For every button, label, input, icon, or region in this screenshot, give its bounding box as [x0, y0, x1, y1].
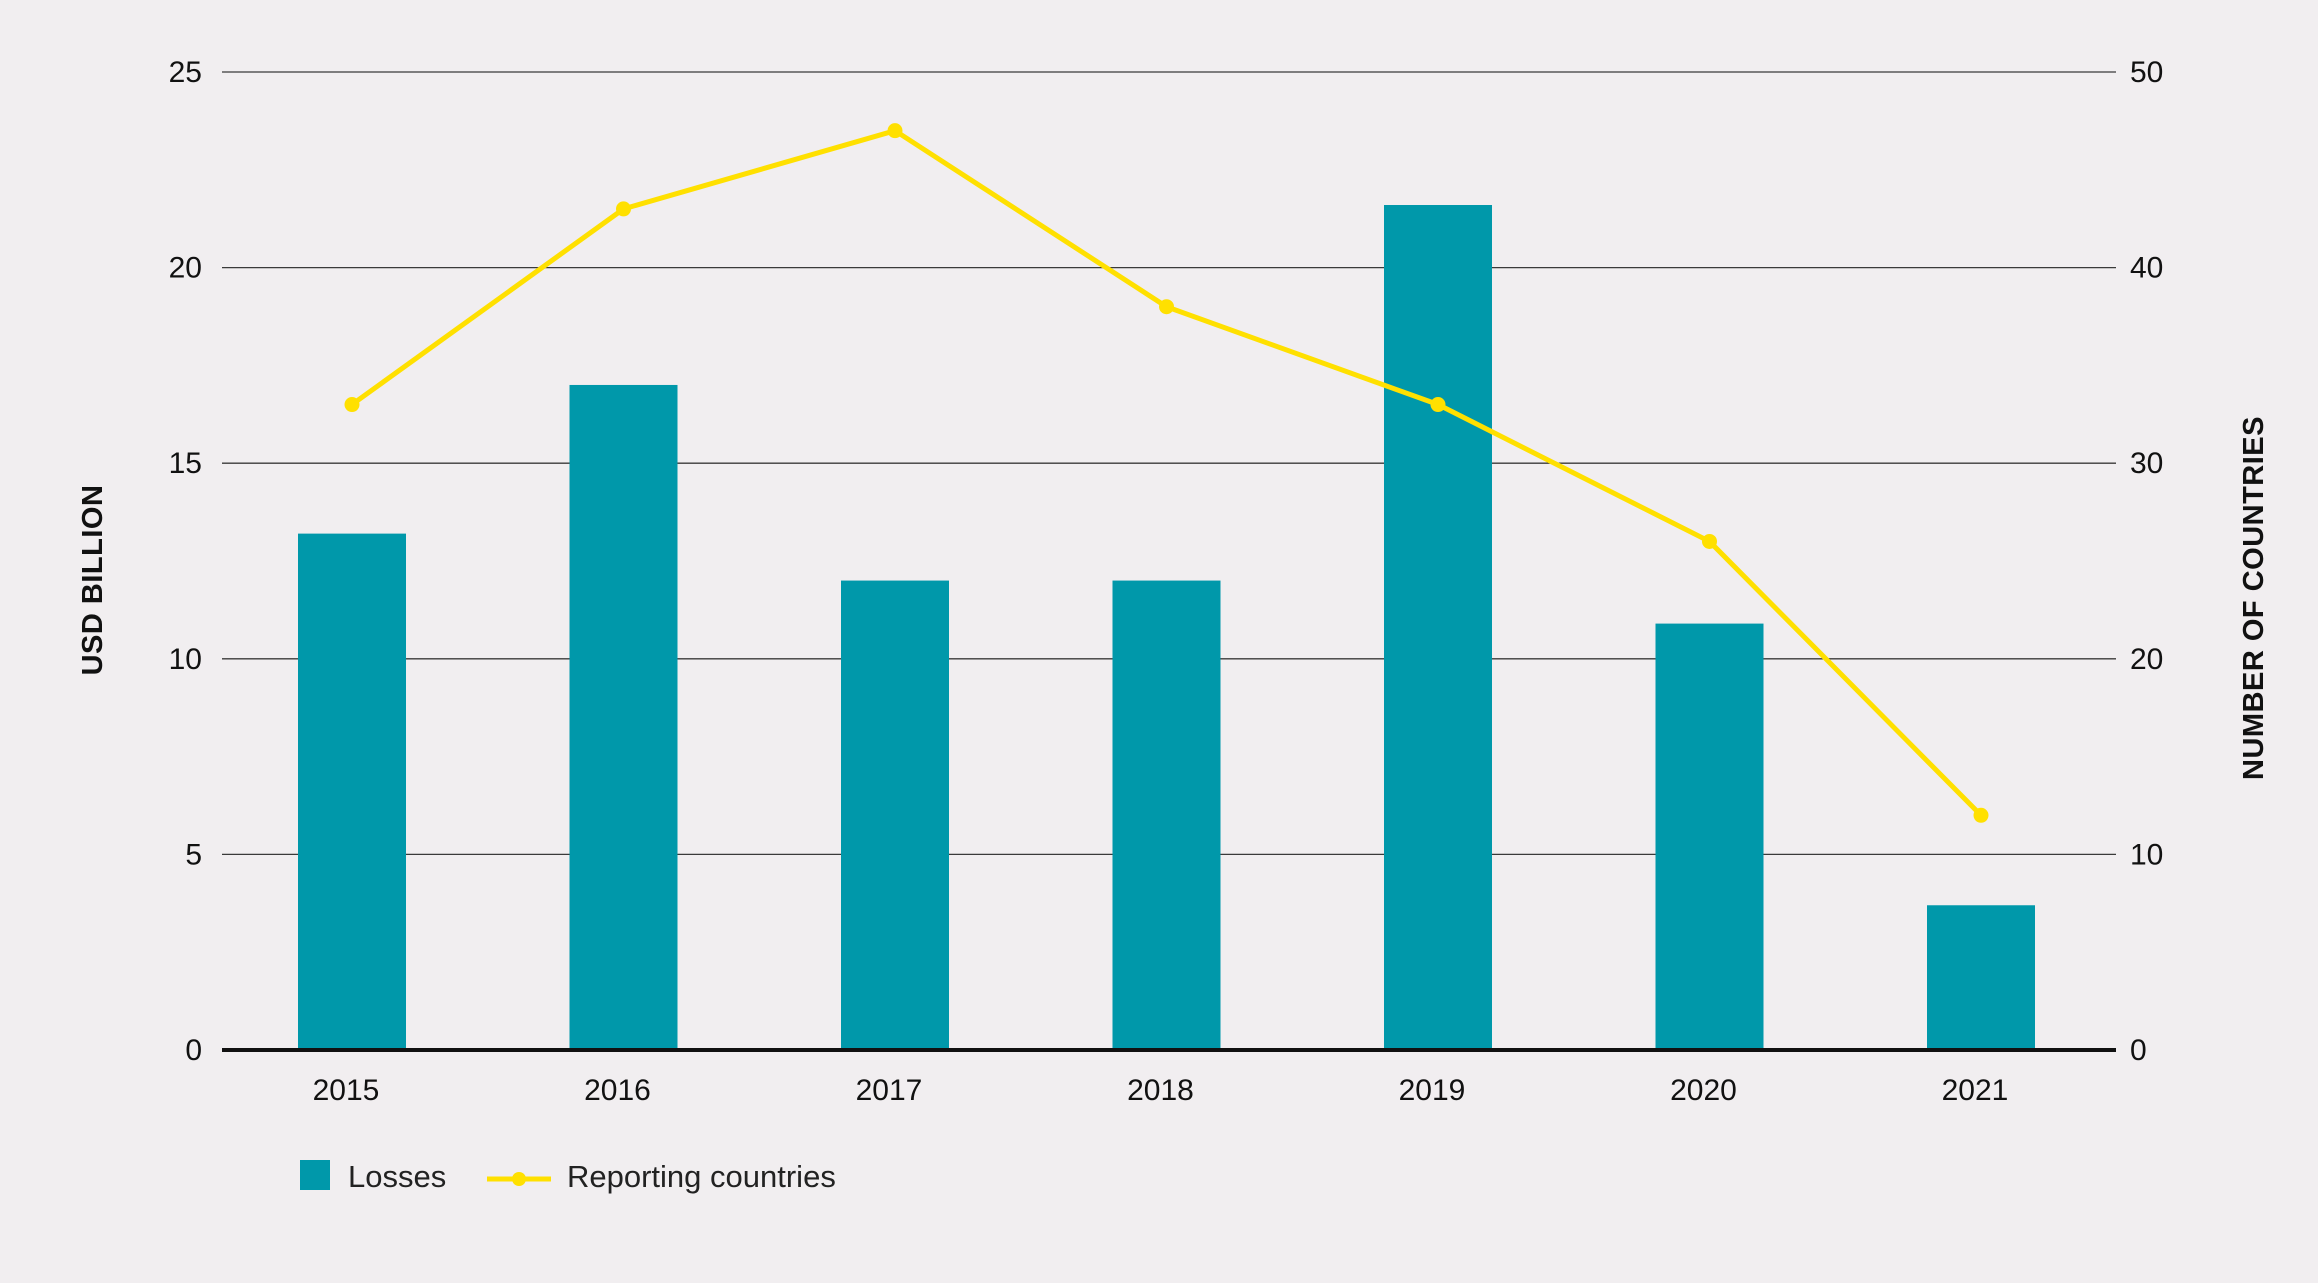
legend: Losses Reporting countries: [300, 1159, 836, 1194]
point-reporting-countries-2017: [887, 123, 903, 139]
right-axis-tick-label: 20: [2130, 643, 2163, 676]
left-axis-tick-label: 20: [169, 252, 202, 285]
x-axis-tick-label: 2016: [584, 1074, 651, 1107]
x-axis-ticks: 2015 2016 2017 2018 2019 2020 2021: [313, 1074, 2009, 1107]
x-axis-tick-label: 2015: [313, 1074, 380, 1107]
x-axis-tick-label: 2020: [1670, 1074, 1737, 1107]
bar-losses-2016: [569, 384, 678, 1051]
left-axis-ticks: 0 5 10 15 20 25: [169, 56, 202, 1067]
bar-series-losses: [298, 205, 2035, 1051]
line-series-reporting-countries: [344, 123, 1989, 823]
legend-label-reporting-countries: Reporting countries: [567, 1159, 836, 1194]
left-axis-tick-label: 0: [185, 1034, 202, 1067]
point-reporting-countries-2018: [1159, 299, 1174, 315]
x-axis-tick-label: 2017: [856, 1074, 923, 1107]
right-axis-tick-label: 30: [2130, 447, 2163, 480]
point-reporting-countries-2020: [1702, 533, 1717, 549]
bar-losses-2020: [1655, 623, 1764, 1050]
bar-losses-2021: [1927, 905, 2035, 1050]
left-axis-tick-label: 5: [185, 838, 202, 871]
gridlines: [222, 71, 2116, 856]
x-axis-tick-label: 2021: [1942, 1074, 2009, 1107]
right-axis-ticks: 0 10 20 30 40 50: [2130, 56, 2163, 1067]
right-axis-tick-label: 0: [2130, 1034, 2147, 1067]
left-axis-title: USD BILLION: [77, 485, 109, 676]
left-axis-tick-label: 10: [169, 643, 202, 676]
bar-losses-2015: [298, 533, 406, 1050]
left-axis-tick-label: 25: [169, 56, 202, 89]
point-reporting-countries-2016: [616, 201, 631, 217]
bar-losses-2017: [841, 580, 949, 1050]
point-reporting-countries-2021: [1973, 807, 1989, 823]
x-axis-tick-label: 2018: [1127, 1074, 1194, 1107]
right-axis-tick-label: 40: [2130, 252, 2163, 285]
right-axis-tick-label: 10: [2130, 838, 2163, 871]
right-axis-title: NUMBER OF COUNTRIES: [2238, 416, 2270, 780]
left-axis-tick-label: 15: [169, 447, 202, 480]
x-axis-tick-label: 2019: [1399, 1074, 1466, 1107]
point-reporting-countries-2015: [344, 397, 360, 413]
bar-losses-2019: [1384, 205, 1492, 1050]
bar-losses-2018: [1112, 580, 1221, 1050]
legend-label-losses: Losses: [348, 1159, 446, 1194]
legend-swatch-reporting-countries-marker: [512, 1172, 526, 1186]
legend-swatch-losses: [300, 1160, 330, 1190]
point-reporting-countries-2019: [1430, 397, 1446, 413]
right-axis-tick-label: 50: [2130, 56, 2163, 89]
